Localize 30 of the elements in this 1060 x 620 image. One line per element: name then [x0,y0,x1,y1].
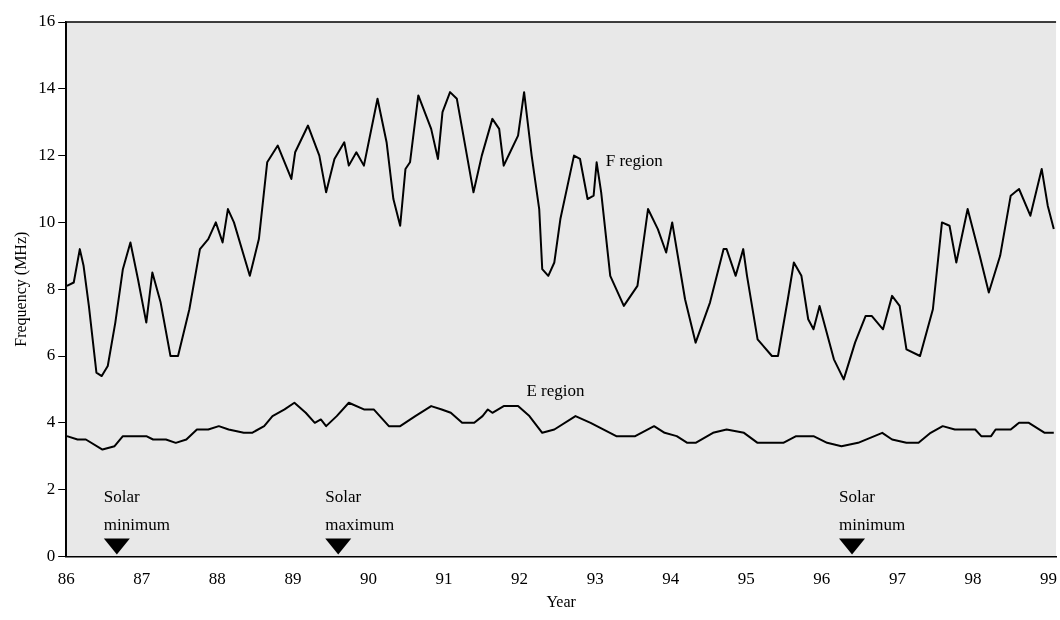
y-tick-label: 8 [46,278,56,298]
x-tick-label: 89 [284,569,302,589]
x-tick-label: 87 [133,569,151,589]
x-tick-label: 90 [359,569,377,589]
x-tick-label: 93 [586,569,604,589]
y-tick-label: 10 [38,211,56,231]
x-tick-label: 96 [813,569,831,589]
series-label: E region [526,381,586,401]
x-tick-label: 94 [662,569,680,589]
x-tick-label: 97 [888,569,907,589]
x-tick-label: 98 [964,569,982,589]
x-tick-label: 99 [1040,569,1057,589]
x-tick-label: 88 [208,569,226,589]
x-tick-label: 95 [737,569,755,589]
annotation: Solar maximum [325,487,395,535]
y-tick-label: 0 [46,545,56,565]
x-tick-label: 86 [57,569,75,589]
x-axis-title: Year [546,592,577,610]
y-tick-label: 12 [38,145,56,165]
annotation: Solar minimum [839,487,906,535]
series-label: F region [605,151,664,171]
y-tick-label: 4 [46,412,56,432]
x-tick-label: 92 [511,569,529,589]
y-tick-label: 2 [46,479,56,499]
y-tick-label: 16 [38,11,56,31]
x-tick-label: 91 [435,569,453,589]
y-axis-title: Frequency (MHz) [11,231,30,347]
annotation: Solar minimum [103,487,170,535]
y-tick-label: 6 [46,345,56,365]
y-tick-label: 14 [38,78,56,98]
